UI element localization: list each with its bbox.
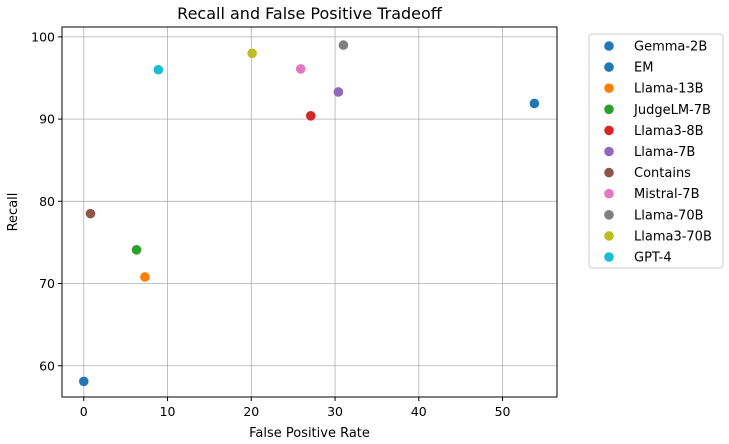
data-point — [305, 111, 316, 121]
legend-box — [588, 33, 724, 269]
legend-entry-label: EM — [634, 61, 653, 76]
legend-entry-label: Llama3-8B — [634, 124, 704, 139]
chart-title: Recall and False Positive Tradeoff — [177, 4, 443, 23]
legend: Gemma-2B EM Llama-13B JudgeLM-7B Llama3-8B Ll… — [588, 33, 724, 269]
x-tick-label: 50 — [495, 404, 511, 419]
legend-marker — [604, 83, 614, 93]
legend-marker — [604, 41, 614, 51]
legend-marker — [604, 146, 614, 157]
legend-entry-label: Llama-7B — [634, 145, 695, 160]
legend-marker — [604, 167, 614, 178]
data-point — [333, 87, 344, 97]
x-tick-label: 40 — [411, 404, 427, 419]
data-point — [247, 48, 257, 59]
data-point — [140, 272, 150, 282]
legend-marker — [604, 188, 614, 199]
data-point — [529, 98, 540, 109]
legend-marker — [604, 252, 614, 262]
data-point — [295, 64, 306, 74]
legend-entry-label: Gemma-2B — [634, 40, 707, 55]
axis-ticks: 0 10 20 30 40 50 60 70 80 90 100 — [31, 29, 510, 419]
legend-marker — [604, 104, 614, 115]
y-axis-label: Recall — [6, 193, 21, 232]
legend-marker — [604, 231, 614, 241]
x-tick-label: 20 — [243, 404, 259, 419]
legend-marker — [604, 210, 614, 220]
data-point — [131, 245, 142, 255]
y-tick-label: 60 — [39, 358, 55, 373]
y-tick-label: 80 — [39, 194, 55, 209]
legend-entry-label: JudgeLM-7B — [633, 103, 711, 118]
y-tick-label: 90 — [39, 112, 55, 127]
x-tick-label: 0 — [80, 404, 88, 419]
legend-entry-label: Llama3-70B — [634, 229, 712, 244]
legend-entry-label: Llama-13B — [634, 82, 704, 97]
y-tick-label: 100 — [31, 29, 55, 44]
y-tick-label: 70 — [39, 276, 55, 291]
legend-entry-label: Contains — [634, 166, 691, 181]
data-points — [78, 40, 540, 387]
legend-marker — [604, 125, 614, 136]
grid-lines — [62, 27, 557, 397]
x-tick-label: 30 — [327, 404, 343, 419]
data-point — [153, 64, 164, 75]
plot-frame — [61, 26, 558, 398]
legend-entry-label: Mistral-7B — [634, 187, 700, 202]
data-point — [85, 208, 96, 219]
legend-entry-label: Llama-70B — [634, 208, 704, 223]
legend-marker — [604, 62, 614, 72]
x-axis-label: False Positive Rate — [249, 426, 370, 441]
data-point — [78, 376, 89, 387]
data-point — [338, 40, 349, 50]
legend-entry-label: GPT-4 — [634, 251, 672, 266]
x-tick-label: 10 — [160, 404, 176, 419]
